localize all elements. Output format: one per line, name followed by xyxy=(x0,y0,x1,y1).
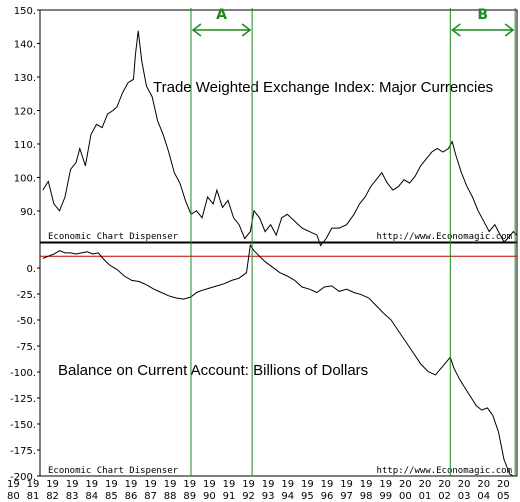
y-tick-label: -100. xyxy=(10,368,36,379)
x-tick-label-year: 80 xyxy=(7,491,20,502)
x-tick-label-century: 19 xyxy=(340,479,353,490)
x-tick-label-century: 19 xyxy=(223,479,236,490)
plot-frame xyxy=(39,9,518,243)
x-tick-label-century: 19 xyxy=(46,479,59,490)
x-tick-label-year: 90 xyxy=(203,491,216,502)
x-tick-label-century: 19 xyxy=(281,479,294,490)
marker-arrowhead-left xyxy=(451,23,461,37)
x-tick-label-century: 20 xyxy=(458,479,471,490)
y-tick-label: 110. xyxy=(14,140,36,151)
x-tick-label-year: 98 xyxy=(360,491,373,502)
x-tick-label-century: 19 xyxy=(7,479,20,490)
y-tick-label: 120. xyxy=(14,107,36,118)
plot-frame xyxy=(39,242,518,477)
y-tick-label: -175. xyxy=(10,446,36,457)
x-tick-label-century: 19 xyxy=(125,479,138,490)
y-tick-label: -200. xyxy=(10,472,36,483)
x-tick-label-century: 19 xyxy=(164,479,177,490)
x-tick-label-century: 19 xyxy=(66,479,79,490)
x-tick-label-century: 19 xyxy=(144,479,157,490)
credit-right: http://www.Economagic.com xyxy=(377,232,512,242)
series-line xyxy=(42,243,514,477)
x-tick-label-year: 85 xyxy=(105,491,118,502)
x-tick-label-year: 96 xyxy=(321,491,334,502)
x-tick-label-year: 02 xyxy=(438,491,451,502)
y-tick-label: 150. xyxy=(14,6,36,17)
x-tick-label-century: 19 xyxy=(262,479,275,490)
x-tick-label-year: 87 xyxy=(144,491,157,502)
y-tick-label: -25. xyxy=(16,290,36,301)
x-tick-label-year: 81 xyxy=(27,491,40,502)
x-tick-label-year: 97 xyxy=(340,491,353,502)
x-tick-label-century: 19 xyxy=(27,479,40,490)
x-tick-label-century: 20 xyxy=(438,479,451,490)
credit-left: Economic Chart Dispenser xyxy=(48,232,179,242)
x-tick-label-century: 19 xyxy=(379,479,392,490)
chart-title: Trade Weighted Exchange Index: Major Cur… xyxy=(153,79,493,96)
x-tick-label-century: 20 xyxy=(419,479,432,490)
x-tick-label-year: 05 xyxy=(497,491,510,502)
x-tick-label-year: 84 xyxy=(85,491,98,502)
marker-arrowhead-left xyxy=(191,23,202,37)
x-tick-label-year: 91 xyxy=(223,491,236,502)
exchange-index-panel: 150. 140. 130. 120. 110. 100. 90. Trade Weighte… xyxy=(14,6,518,247)
marker-label: B xyxy=(477,7,488,23)
x-tick-label-century: 20 xyxy=(477,479,490,490)
y-tick-label: -50. xyxy=(16,316,36,327)
series-line xyxy=(42,30,518,247)
y-tick-label: 0. xyxy=(26,264,36,275)
x-tick-label-year: 89 xyxy=(183,491,196,502)
x-tick-label-year: 03 xyxy=(458,491,471,502)
x-tick-label-year: 92 xyxy=(242,491,255,502)
credit-right: http://www.Economagic.com xyxy=(377,466,512,476)
x-tick-label-century: 19 xyxy=(242,479,255,490)
y-tick-label: 130. xyxy=(14,73,36,84)
y-tick-label: 140. xyxy=(14,40,36,51)
current-account-panel: 0. -25. -50. -75. -100. -125. -150. -175. -200. B… xyxy=(10,242,518,483)
x-tick-label-year: 99 xyxy=(379,491,392,502)
x-axis: 1980198119821983198419851986198719881989… xyxy=(7,479,510,502)
x-tick-label-century: 20 xyxy=(399,479,412,490)
y-tick-label: 100. xyxy=(14,174,36,185)
x-tick-label-year: 82 xyxy=(46,491,59,502)
chart-title: Balance on Current Account: Billions of … xyxy=(58,362,368,379)
x-tick-label-year: 88 xyxy=(164,491,177,502)
x-tick-label-century: 19 xyxy=(105,479,118,490)
x-tick-label-century: 19 xyxy=(183,479,196,490)
x-tick-label-year: 00 xyxy=(399,491,412,502)
x-tick-label-century: 19 xyxy=(203,479,216,490)
x-tick-label-year: 93 xyxy=(262,491,275,502)
x-tick-label-century: 19 xyxy=(360,479,373,490)
x-tick-label-century: 19 xyxy=(301,479,314,490)
y-tick-label: 90. xyxy=(20,207,36,218)
x-tick-label-century: 19 xyxy=(321,479,334,490)
x-tick-label-year: 94 xyxy=(281,491,294,502)
x-tick-label-year: 86 xyxy=(125,491,138,502)
marker-arrowhead-right xyxy=(504,23,515,37)
x-tick-label-year: 95 xyxy=(301,491,314,502)
x-tick-label-century: 19 xyxy=(85,479,98,490)
x-tick-label-year: 04 xyxy=(477,491,490,502)
x-tick-label-year: 01 xyxy=(419,491,432,502)
y-tick-label: -125. xyxy=(10,394,36,405)
credit-left: Economic Chart Dispenser xyxy=(48,466,179,476)
x-tick-label-century: 20 xyxy=(497,479,510,490)
y-tick-label: -150. xyxy=(10,420,36,431)
marker-arrowhead-right xyxy=(241,23,252,37)
marker-label: A xyxy=(216,7,227,23)
y-tick-label: -75. xyxy=(16,342,36,353)
x-tick-label-year: 83 xyxy=(66,491,79,502)
